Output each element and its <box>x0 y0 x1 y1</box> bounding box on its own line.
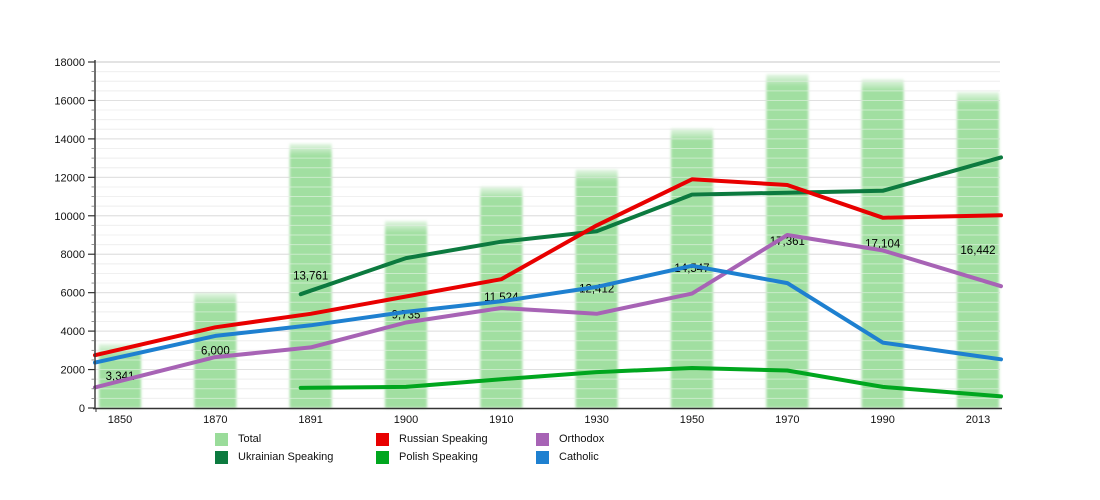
svg-text:1891: 1891 <box>298 414 322 426</box>
svg-text:0: 0 <box>79 403 85 415</box>
legend-label-catholic: Catholic <box>559 451 599 463</box>
legend-swatch-polish-speaking <box>376 451 389 464</box>
svg-text:1900: 1900 <box>394 414 418 426</box>
legend-swatch-ukrainian-speaking <box>215 451 228 464</box>
svg-text:6,000: 6,000 <box>201 345 230 357</box>
svg-text:4000: 4000 <box>61 326 85 338</box>
legend-label-polish-speaking: Polish Speaking <box>399 451 478 463</box>
legend-label-ukrainian-speaking: Ukrainian Speaking <box>238 451 334 463</box>
legend-item-polish-speaking: Polish Speaking <box>376 449 488 466</box>
svg-text:18000: 18000 <box>54 57 85 69</box>
chart-legend: Total Ukrainian Speaking Russian Speakin… <box>0 431 1100 471</box>
svg-text:1930: 1930 <box>584 414 608 426</box>
legend-item-total: Total <box>215 431 333 448</box>
svg-text:16000: 16000 <box>54 95 85 107</box>
legend-item-catholic: Catholic <box>536 449 604 466</box>
svg-text:1950: 1950 <box>680 414 704 426</box>
legend-item-russian-speaking: Russian Speaking <box>376 431 488 448</box>
svg-text:1970: 1970 <box>775 414 799 426</box>
svg-text:10000: 10000 <box>54 211 85 223</box>
legend-label-total: Total <box>238 433 262 445</box>
legend-label-russian-speaking: Russian Speaking <box>399 433 488 445</box>
legend-label-orthodox: Orthodox <box>559 433 605 445</box>
svg-text:12000: 12000 <box>54 172 85 184</box>
svg-text:1850: 1850 <box>108 414 132 426</box>
legend-item-orthodox: Orthodox <box>536 431 604 448</box>
svg-text:1870: 1870 <box>203 414 227 426</box>
svg-text:2013: 2013 <box>966 414 990 426</box>
legend-swatch-total <box>215 433 228 446</box>
svg-text:1910: 1910 <box>489 414 513 426</box>
svg-text:13,761: 13,761 <box>293 271 328 283</box>
svg-text:2000: 2000 <box>61 365 85 377</box>
legend-item-ukrainian-speaking: Ukrainian Speaking <box>215 449 333 466</box>
svg-text:16,442: 16,442 <box>960 245 995 257</box>
legend-swatch-orthodox <box>536 433 549 446</box>
legend-swatch-catholic <box>536 451 549 464</box>
svg-text:8000: 8000 <box>61 249 85 261</box>
legend-swatch-russian-speaking <box>376 433 389 446</box>
svg-text:1990: 1990 <box>870 414 894 426</box>
svg-text:14000: 14000 <box>54 134 85 146</box>
svg-text:6000: 6000 <box>61 288 85 300</box>
